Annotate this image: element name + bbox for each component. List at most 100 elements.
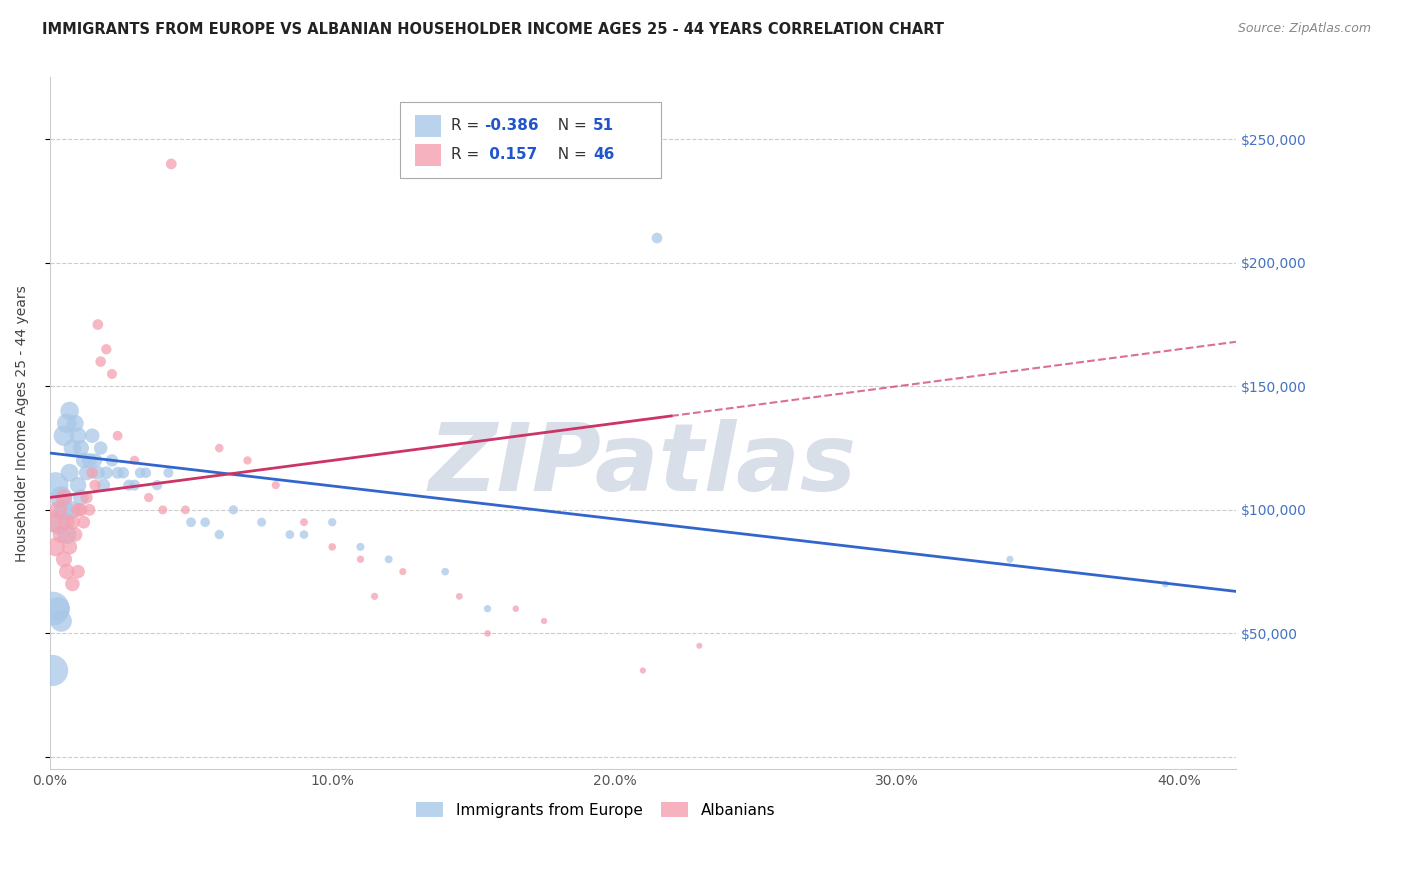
Point <box>70 503 93 517</box>
Point <box>55 515 77 529</box>
Text: N =: N = <box>548 119 592 134</box>
Point <box>62 503 84 517</box>
Point <box>101 453 124 467</box>
Point <box>87 318 110 332</box>
Point <box>278 527 301 541</box>
Point <box>70 491 93 505</box>
Point <box>180 515 202 529</box>
Point <box>46 601 69 615</box>
Point <box>55 565 77 579</box>
Point <box>52 552 75 566</box>
Point <box>157 466 180 480</box>
Point <box>152 503 174 517</box>
Point <box>645 231 668 245</box>
Point <box>533 614 555 628</box>
Point <box>73 515 96 529</box>
Point <box>41 601 63 615</box>
Point <box>62 515 84 529</box>
Point <box>688 639 710 653</box>
Point <box>477 626 499 640</box>
Point <box>349 552 371 566</box>
Point <box>82 466 104 480</box>
Point <box>349 540 371 554</box>
Point <box>264 478 287 492</box>
Text: -0.386: -0.386 <box>484 119 538 134</box>
Point <box>76 491 98 505</box>
Point <box>321 540 343 554</box>
Point <box>67 428 90 442</box>
Point <box>55 417 77 431</box>
Point <box>44 478 66 492</box>
Point <box>1154 577 1177 591</box>
Point <box>107 428 129 442</box>
Point <box>194 515 217 529</box>
Point <box>208 441 231 455</box>
Point <box>449 590 471 604</box>
Point <box>236 453 259 467</box>
Point <box>477 601 499 615</box>
Text: N =: N = <box>548 147 592 162</box>
Text: R =: R = <box>451 119 484 134</box>
Text: 46: 46 <box>593 147 614 162</box>
Point <box>46 503 69 517</box>
Point <box>70 441 93 455</box>
Point <box>505 601 527 615</box>
Point <box>82 428 104 442</box>
Point <box>96 343 118 357</box>
Text: 0.157: 0.157 <box>484 147 537 162</box>
Point <box>79 503 101 517</box>
Point <box>135 466 157 480</box>
Point <box>129 466 152 480</box>
Point <box>55 527 77 541</box>
Point <box>59 466 82 480</box>
Text: IMMIGRANTS FROM EUROPE VS ALBANIAN HOUSEHOLDER INCOME AGES 25 - 44 YEARS CORRELA: IMMIGRANTS FROM EUROPE VS ALBANIAN HOUSE… <box>42 22 945 37</box>
Point <box>292 515 315 529</box>
Point <box>52 491 75 505</box>
Point <box>62 577 84 591</box>
Point <box>377 552 399 566</box>
Point <box>65 417 87 431</box>
Text: ZIPatlas: ZIPatlas <box>429 419 856 511</box>
Y-axis label: Householder Income Ages 25 - 44 years: Householder Income Ages 25 - 44 years <box>15 285 30 562</box>
Point <box>52 503 75 517</box>
FancyBboxPatch shape <box>415 115 441 137</box>
Point <box>96 466 118 480</box>
Legend: Immigrants from Europe, Albanians: Immigrants from Europe, Albanians <box>409 796 782 824</box>
Point <box>87 466 110 480</box>
Point <box>434 565 457 579</box>
Point <box>52 428 75 442</box>
Point <box>41 664 63 678</box>
Point <box>118 478 141 492</box>
FancyBboxPatch shape <box>399 102 661 178</box>
Text: R =: R = <box>451 147 489 162</box>
FancyBboxPatch shape <box>415 144 441 166</box>
Point <box>65 527 87 541</box>
Point <box>49 527 72 541</box>
Point <box>160 157 183 171</box>
Text: Source: ZipAtlas.com: Source: ZipAtlas.com <box>1237 22 1371 36</box>
Point <box>84 478 107 492</box>
Point <box>292 527 315 541</box>
Point <box>49 614 72 628</box>
Point <box>107 466 129 480</box>
Point <box>59 540 82 554</box>
Point <box>62 441 84 455</box>
Point <box>41 515 63 529</box>
Point <box>67 478 90 492</box>
Point <box>90 354 112 368</box>
Point <box>79 453 101 467</box>
Point <box>222 503 245 517</box>
Point <box>101 367 124 381</box>
Point <box>363 590 385 604</box>
Point <box>631 664 654 678</box>
Point <box>59 404 82 418</box>
Point <box>84 453 107 467</box>
Point <box>67 565 90 579</box>
Point <box>93 478 115 492</box>
Point <box>112 466 135 480</box>
Point <box>138 491 160 505</box>
Point <box>174 503 197 517</box>
Text: 51: 51 <box>593 119 614 134</box>
Point <box>250 515 273 529</box>
Point <box>46 515 69 529</box>
